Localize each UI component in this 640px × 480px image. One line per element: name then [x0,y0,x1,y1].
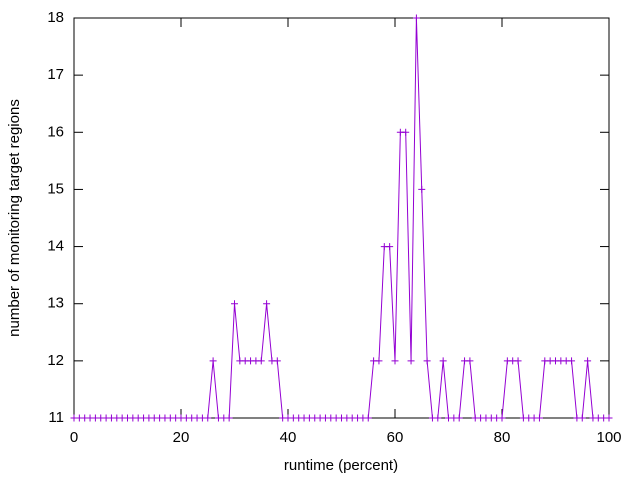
y-tick-label: 16 [47,123,64,140]
data-point [391,357,399,365]
x-tick-label: 40 [280,429,297,446]
x-tick-label: 60 [387,429,404,446]
data-point [257,357,265,365]
data-point [364,414,372,422]
data-point [584,357,592,365]
data-point [514,357,522,365]
data-point [412,14,420,22]
y-tick-label: 15 [47,180,64,197]
y-tick-label: 13 [47,295,64,312]
data-point [418,185,426,193]
data-point [423,357,431,365]
data-point [407,357,415,365]
data-point [402,128,410,136]
data-point [225,414,233,422]
data-point [578,414,586,422]
x-axis-label: runtime (percent) [284,457,398,474]
data-point [439,357,447,365]
data-line [74,17,609,419]
data-point [605,414,613,422]
data-point [209,357,217,365]
y-tick-label: 12 [47,352,64,369]
x-tick-label: 80 [494,429,511,446]
plot-border [73,17,610,419]
y-tick-label: 17 [47,66,64,83]
data-point [455,414,463,422]
data-point [535,414,543,422]
data-point [568,357,576,365]
y-tick-label: 11 [48,409,64,426]
data-point [231,300,238,308]
data-point [263,300,271,308]
data-point [375,357,383,365]
data-point [273,357,281,365]
data-point [434,414,442,422]
data-point [204,414,212,422]
data-point [466,357,474,365]
x-tick-label: 100 [596,429,621,446]
x-tick-label: 0 [70,429,78,446]
data-point [498,414,506,422]
y-tick-label: 14 [47,238,64,255]
data-point [386,243,394,251]
x-tick-label: 20 [173,429,190,446]
y-tick-label: 18 [47,9,64,26]
y-axis-label: number of monitoring target regions [6,99,23,337]
